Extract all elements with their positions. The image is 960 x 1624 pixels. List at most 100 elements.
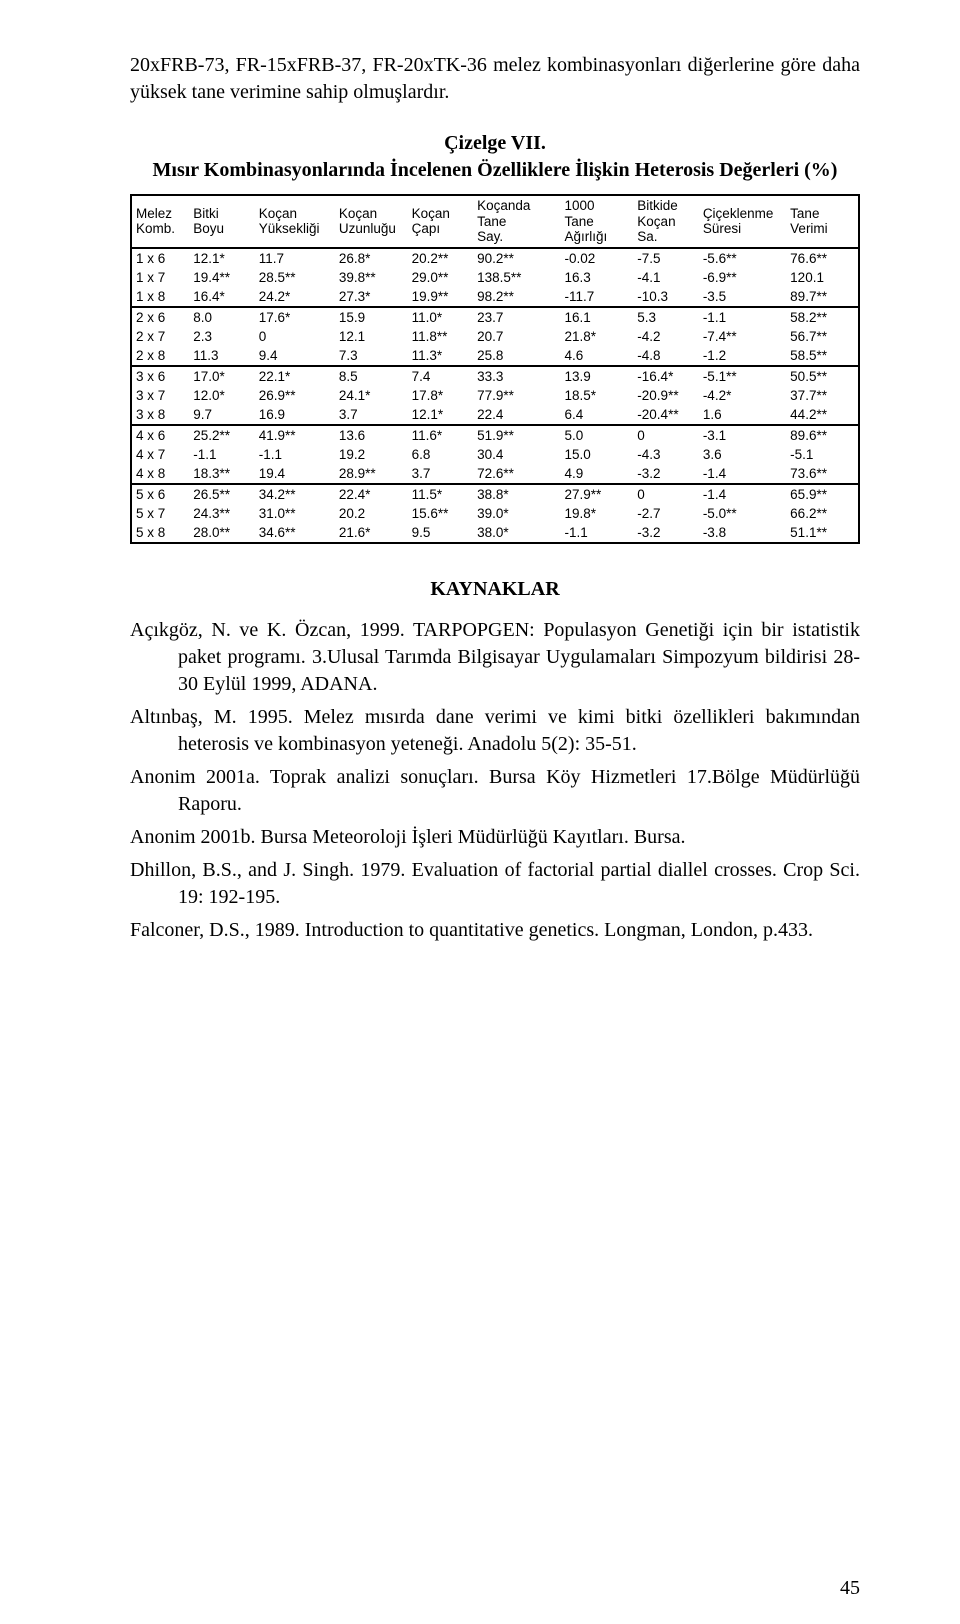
table-cell: 26.9** (255, 386, 335, 405)
table-header-cell: 1000TaneAğırlığı (561, 195, 634, 248)
table-cell: 21.6* (335, 523, 408, 543)
table-cell: 8.0 (189, 307, 255, 327)
table-cell: 4 x 8 (131, 464, 189, 484)
table-cell: 16.1 (561, 307, 634, 327)
table-row: 1 x 612.1*11.726.8*20.2**90.2**-0.02-7.5… (131, 248, 859, 268)
table-header-cell: BitkideKoçanSa. (633, 195, 699, 248)
table-cell: 90.2** (473, 248, 560, 268)
table-header-cell: KoçandaTaneSay. (473, 195, 560, 248)
table-cell: 1 x 6 (131, 248, 189, 268)
table-cell: -3.5 (699, 287, 786, 307)
table-cell: 0 (255, 327, 335, 346)
table-cell: 11.5* (408, 484, 474, 504)
table-title: Çizelge VII. Mısır Kombinasyonlarında İn… (130, 130, 860, 184)
table-cell: 20.2 (335, 504, 408, 523)
reference-item: Falconer, D.S., 1989. Introduction to qu… (130, 917, 860, 944)
table-cell: 7.3 (335, 346, 408, 366)
table-cell: 25.8 (473, 346, 560, 366)
table-row: 1 x 719.4**28.5**39.8**29.0**138.5**16.3… (131, 268, 859, 287)
table-cell: -4.1 (633, 268, 699, 287)
table-cell: -7.5 (633, 248, 699, 268)
table-header-cell: KoçanÇapı (408, 195, 474, 248)
table-cell: 73.6** (786, 464, 859, 484)
table-cell: -1.1 (699, 307, 786, 327)
table-cell: 2 x 6 (131, 307, 189, 327)
table-header-cell: KoçanUzunluğu (335, 195, 408, 248)
table-row: 2 x 68.017.6*15.911.0*23.716.15.3-1.158.… (131, 307, 859, 327)
table-cell: 56.7** (786, 327, 859, 346)
table-cell: 16.4* (189, 287, 255, 307)
table-cell: -20.9** (633, 386, 699, 405)
table-cell: 66.2** (786, 504, 859, 523)
table-cell: 15.9 (335, 307, 408, 327)
table-cell: 17.6* (255, 307, 335, 327)
table-cell: 11.8** (408, 327, 474, 346)
table-cell: 12.1* (408, 405, 474, 425)
table-cell: 9.7 (189, 405, 255, 425)
table-cell: 34.6** (255, 523, 335, 543)
table-cell: -5.1 (786, 445, 859, 464)
table-cell: 15.6** (408, 504, 474, 523)
reference-item: Dhillon, B.S., and J. Singh. 1979. Evalu… (130, 857, 860, 911)
table-cell: 4 x 6 (131, 425, 189, 445)
table-cell: 76.6** (786, 248, 859, 268)
table-cell: -1.1 (561, 523, 634, 543)
table-cell: 58.5** (786, 346, 859, 366)
table-cell: 11.7 (255, 248, 335, 268)
table-cell: -6.9** (699, 268, 786, 287)
table-cell: -5.0** (699, 504, 786, 523)
table-cell: 9.5 (408, 523, 474, 543)
table-cell: 23.7 (473, 307, 560, 327)
table-cell: 19.4** (189, 268, 255, 287)
table-cell: 2 x 8 (131, 346, 189, 366)
table-cell: 27.3* (335, 287, 408, 307)
table-header-cell: BitkiBoyu (189, 195, 255, 248)
table-cell: 38.8* (473, 484, 560, 504)
reference-item: Anonim 2001a. Toprak analizi sonuçları. … (130, 764, 860, 818)
table-cell: 5.0 (561, 425, 634, 445)
table-cell: 3.7 (335, 405, 408, 425)
reference-item: Açıkgöz, N. ve K. Özcan, 1999. TARPOPGEN… (130, 617, 860, 698)
table-body: 1 x 612.1*11.726.8*20.2**90.2**-0.02-7.5… (131, 248, 859, 543)
table-cell: 16.9 (255, 405, 335, 425)
table-cell: 4 x 7 (131, 445, 189, 464)
table-cell: -3.2 (633, 523, 699, 543)
table-cell: 11.3 (189, 346, 255, 366)
table-cell: 28.9** (335, 464, 408, 484)
table-cell: 6.4 (561, 405, 634, 425)
table-cell: 89.7** (786, 287, 859, 307)
table-cell: 19.9** (408, 287, 474, 307)
table-cell: 2 x 7 (131, 327, 189, 346)
table-cell: 120.1 (786, 268, 859, 287)
table-cell: 8.5 (335, 366, 408, 386)
table-cell: 138.5** (473, 268, 560, 287)
table-cell: 22.1* (255, 366, 335, 386)
table-cell: -3.8 (699, 523, 786, 543)
table-cell: 2.3 (189, 327, 255, 346)
table-cell: 18.3** (189, 464, 255, 484)
table-cell: 20.7 (473, 327, 560, 346)
reference-item: Altınbaş, M. 1995. Melez mısırda dane ve… (130, 704, 860, 758)
table-cell: 11.0* (408, 307, 474, 327)
table-header-row: MelezKomb.BitkiBoyuKoçanYüksekliğiKoçanU… (131, 195, 859, 248)
table-cell: 5 x 7 (131, 504, 189, 523)
table-cell: 22.4* (335, 484, 408, 504)
table-cell: 4.9 (561, 464, 634, 484)
table-cell: 31.0** (255, 504, 335, 523)
table-row: 2 x 811.39.47.311.3*25.84.6-4.8-1.258.5*… (131, 346, 859, 366)
table-cell: 3 x 7 (131, 386, 189, 405)
table-cell: 5 x 8 (131, 523, 189, 543)
table-cell: 72.6** (473, 464, 560, 484)
table-cell: 13.6 (335, 425, 408, 445)
table-cell: -4.2* (699, 386, 786, 405)
table-row: 3 x 617.0*22.1*8.57.433.313.9-16.4*-5.1*… (131, 366, 859, 386)
table-cell: 6.8 (408, 445, 474, 464)
table-cell: -16.4* (633, 366, 699, 386)
references-list: Açıkgöz, N. ve K. Özcan, 1999. TARPOPGEN… (130, 617, 860, 944)
table-cell: -3.2 (633, 464, 699, 484)
table-cell: 34.2** (255, 484, 335, 504)
table-cell: 89.6** (786, 425, 859, 445)
table-cell: 37.7** (786, 386, 859, 405)
table-cell: -1.1 (255, 445, 335, 464)
table-row: 4 x 625.2**41.9**13.611.6*51.9**5.00-3.1… (131, 425, 859, 445)
